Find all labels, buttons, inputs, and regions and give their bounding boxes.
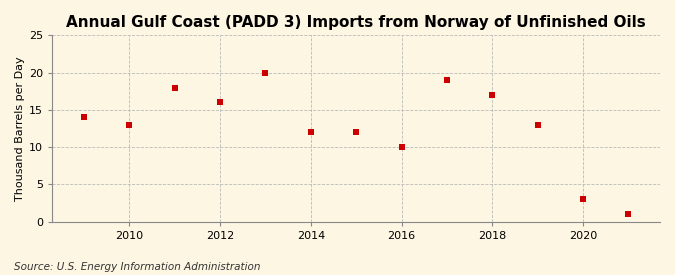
Point (396, 145, 407, 149)
Point (441, 78, 452, 82)
Point (124, 123, 135, 127)
Point (305, 130, 316, 134)
Point (215, 100, 225, 104)
Y-axis label: Thousand Barrels per Day: Thousand Barrels per Day (15, 56, 25, 201)
Point (79, 115, 90, 120)
Point (623, 212, 634, 216)
Point (578, 197, 589, 202)
Point (260, 70, 271, 75)
Title: Annual Gulf Coast (PADD 3) Imports from Norway of Unfinished Oils: Annual Gulf Coast (PADD 3) Imports from … (66, 15, 646, 30)
Point (532, 123, 543, 127)
Point (169, 85, 180, 90)
Point (487, 93, 497, 97)
Text: Source: U.S. Energy Information Administration: Source: U.S. Energy Information Administ… (14, 262, 260, 272)
Point (351, 130, 362, 134)
